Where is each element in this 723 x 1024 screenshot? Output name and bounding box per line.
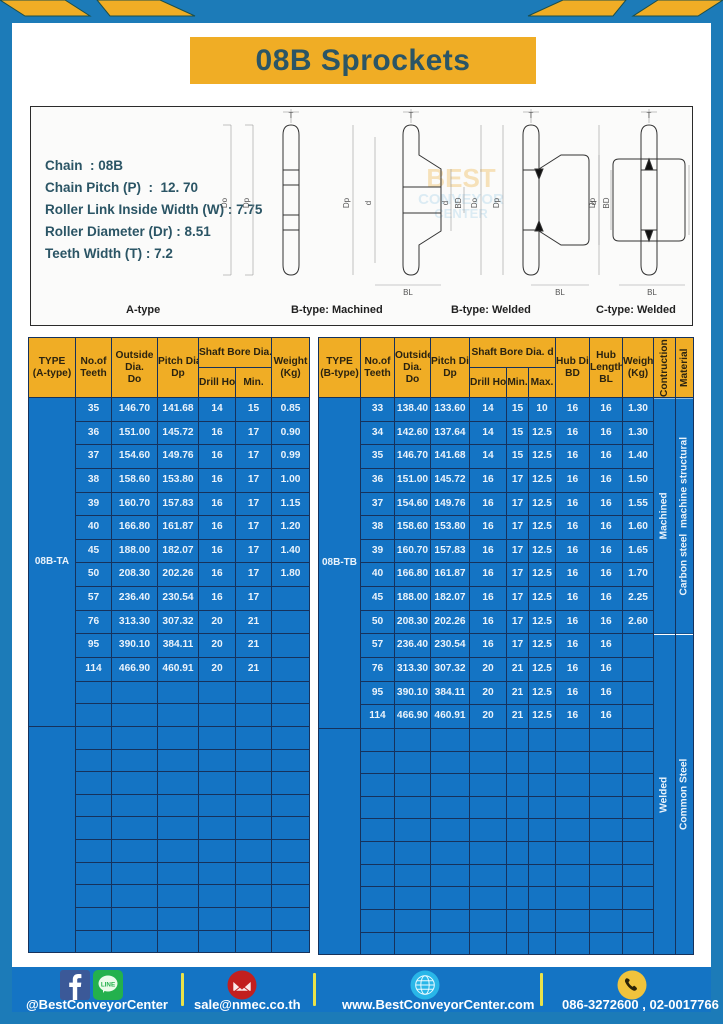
svg-text:T: T bbox=[289, 111, 294, 120]
svg-text:Do: Do bbox=[220, 197, 229, 208]
svg-text:BL: BL bbox=[647, 288, 657, 297]
svg-text:Dp: Dp bbox=[492, 197, 501, 208]
svg-text:BEST: BEST bbox=[426, 163, 495, 193]
svg-text:Dp: Dp bbox=[588, 197, 597, 208]
svg-text:T: T bbox=[529, 111, 534, 120]
svg-text:BD: BD bbox=[602, 197, 611, 208]
svg-text:LINE: LINE bbox=[101, 982, 115, 989]
svg-text:Dp: Dp bbox=[242, 197, 251, 208]
svg-text:BD: BD bbox=[454, 197, 463, 208]
svg-text:BL: BL bbox=[555, 288, 565, 297]
svg-text:T: T bbox=[647, 111, 652, 120]
svg-text:d: d bbox=[441, 201, 450, 205]
svg-text:d: d bbox=[364, 201, 373, 205]
svg-text:T: T bbox=[409, 111, 414, 120]
svg-text:Dp: Dp bbox=[342, 197, 351, 208]
svg-text:Do: Do bbox=[470, 197, 479, 208]
svg-text:BL: BL bbox=[403, 288, 413, 297]
